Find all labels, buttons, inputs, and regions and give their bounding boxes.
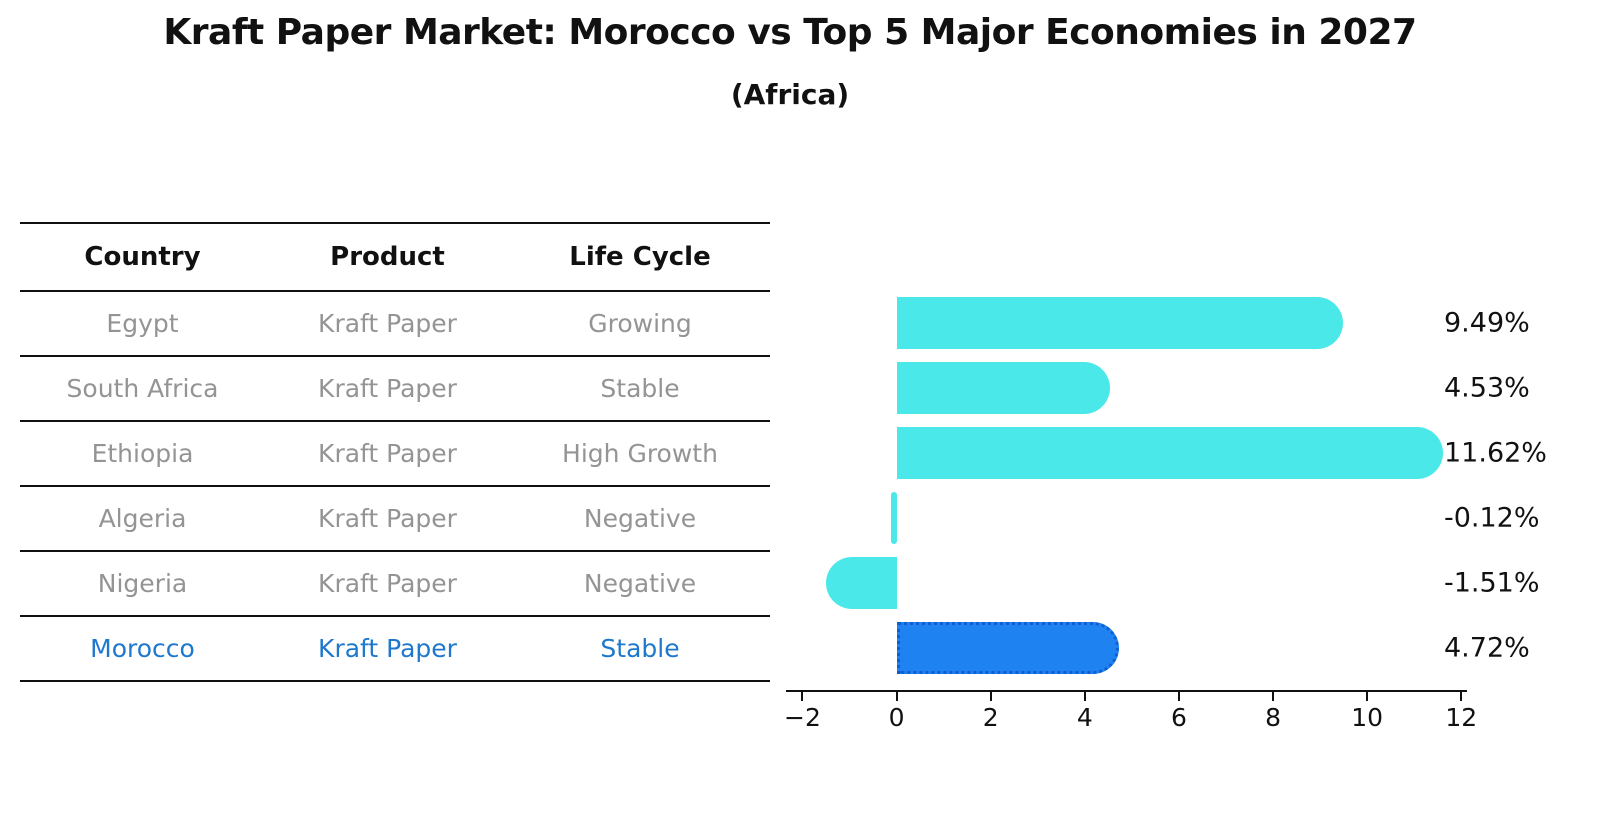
table-row-morocco: Morocco Kraft Paper Stable (20, 617, 770, 682)
bar-egypt (896, 296, 1344, 349)
x-axis-tick-label-10: 10 (1351, 703, 1384, 732)
table-row-nigeria: Nigeria Kraft Paper Negative (20, 552, 770, 617)
table-cell-product: Kraft Paper (318, 569, 457, 598)
x-axis-tick-6 (1177, 692, 1180, 701)
x-axis-tick-4 (1083, 692, 1086, 701)
x-axis-line (786, 690, 1467, 692)
table-cell-life-cycle: Negative (583, 504, 697, 533)
table-header-country: Country (84, 242, 201, 272)
table-cell-product: Kraft Paper (318, 439, 457, 468)
table-cell-product: Kraft Paper (318, 374, 457, 403)
bar-algeria (890, 491, 897, 544)
bar-value-label-algeria: -0.12% (1444, 502, 1540, 533)
bar-value-label-south-africa: 4.53% (1444, 372, 1530, 403)
x-axis-tick-label--2: −2 (784, 703, 821, 732)
table-cell-product: Kraft Paper (318, 309, 457, 338)
table-header-row: Country Product Life Cycle (20, 224, 770, 292)
table-cell-country: South Africa (66, 374, 219, 403)
bar-value-label-morocco: 4.72% (1444, 632, 1530, 663)
comparison-table: Country Product Life Cycle Egypt Kraft Pa… (20, 222, 770, 682)
bar-value-label-ethiopia: 11.62% (1444, 437, 1547, 468)
x-axis-tick-0 (895, 692, 898, 701)
x-axis-tick-12 (1460, 692, 1463, 701)
bar-value-label-egypt: 9.49% (1444, 307, 1530, 338)
table-row-south-africa: South Africa Kraft Paper Stable (20, 357, 770, 422)
bar-nigeria (825, 556, 897, 609)
page-title: Kraft Paper Market: Morocco vs Top 5 Maj… (163, 12, 1417, 53)
table-cell-life-cycle: Stable (600, 634, 680, 663)
x-axis-tick-label-8: 8 (1265, 703, 1281, 732)
x-axis-tick-label-2: 2 (982, 703, 999, 732)
table-cell-life-cycle: Growing (588, 309, 692, 338)
x-axis-tick--2 (801, 692, 804, 701)
table-header-product: Product (330, 242, 445, 272)
x-axis-tick-label-4: 4 (1076, 703, 1093, 732)
table-cell-product: Kraft Paper (318, 634, 457, 663)
page-subtitle: (Africa) (730, 78, 850, 111)
table-cell-country: Nigeria (97, 569, 188, 598)
x-axis-tick-2 (989, 692, 992, 701)
table-cell-country: Morocco (90, 634, 195, 663)
table-row-algeria: Algeria Kraft Paper Negative (20, 487, 770, 552)
table-cell-country: Ethiopia (91, 439, 194, 468)
bar-value-label-nigeria: -1.51% (1444, 567, 1540, 598)
bar-morocco (896, 621, 1119, 674)
x-axis-tick-label-12: 12 (1445, 703, 1478, 732)
table-header-lifecycle: Life Cycle (569, 242, 711, 272)
table-cell-life-cycle: Stable (600, 374, 680, 403)
bar-chart-plot-area (786, 290, 1466, 680)
table-cell-country: Egypt (106, 309, 179, 338)
table-row-egypt: Egypt Kraft Paper Growing (20, 292, 770, 357)
table-row-ethiopia: Ethiopia Kraft Paper High Growth (20, 422, 770, 487)
table-cell-life-cycle: Negative (583, 569, 697, 598)
x-axis-tick-8 (1272, 692, 1275, 701)
bar-south-africa (896, 361, 1110, 414)
x-axis-tick-10 (1366, 692, 1369, 701)
table-cell-country: Algeria (98, 504, 187, 533)
x-axis-tick-label-6: 6 (1170, 703, 1187, 732)
table-cell-life-cycle: High Growth (562, 439, 718, 468)
bar-ethiopia (896, 426, 1444, 479)
x-axis-tick-label-0: 0 (888, 703, 905, 732)
table-cell-product: Kraft Paper (318, 504, 457, 533)
